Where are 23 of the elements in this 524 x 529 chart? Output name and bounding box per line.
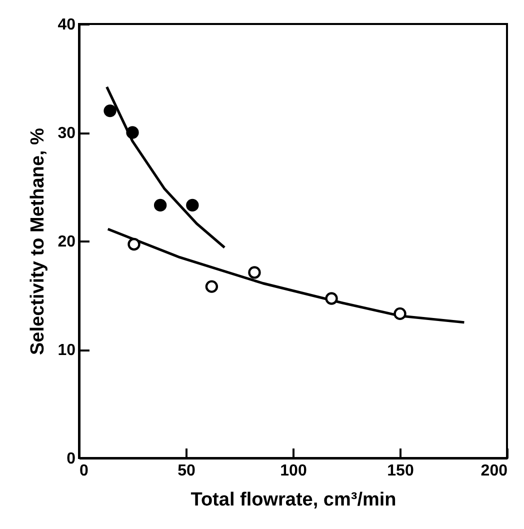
point: [248, 266, 261, 279]
x-tick-label: 200: [480, 462, 508, 480]
point: [325, 292, 338, 305]
point: [126, 126, 139, 139]
x-tick-label: 150: [387, 462, 414, 480]
point: [205, 280, 218, 293]
x-tick-label: 50: [178, 462, 196, 480]
y-tick-label: 40: [58, 16, 76, 34]
x-axis-title: Total flowrate, cm³/min: [190, 490, 396, 510]
y-axis-title: Selectivity to Methane, %: [28, 128, 49, 356]
point: [186, 198, 199, 212]
point: [394, 307, 406, 320]
y-tick-label: 0: [66, 450, 76, 468]
line-series: [106, 228, 466, 324]
point: [128, 238, 140, 251]
point: [154, 198, 167, 212]
x-tick-label: 0: [80, 462, 88, 480]
y-tick-label: 20: [58, 234, 76, 250]
y-tick-label: 10: [58, 342, 76, 359]
x-tick-label: 100: [280, 462, 307, 480]
line-series: [106, 86, 226, 249]
point: [104, 104, 116, 118]
y-tick-label: 30: [58, 125, 76, 142]
